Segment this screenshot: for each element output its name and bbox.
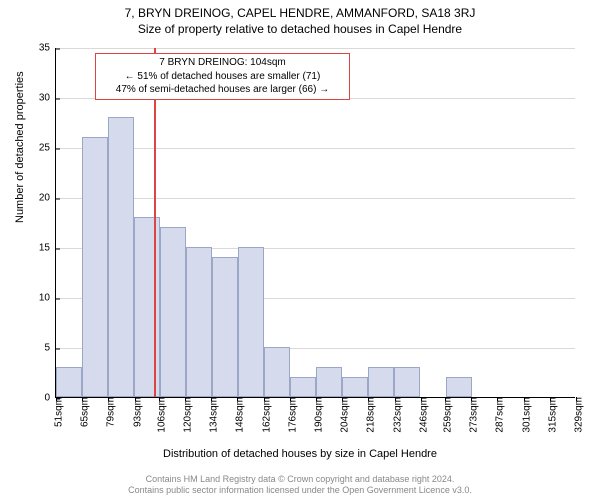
x-tick-label: 148sqm (229, 397, 246, 433)
x-tick-label: 51sqm (48, 397, 65, 427)
x-tick-label: 287sqm (489, 397, 506, 433)
x-tick-label: 273sqm (463, 397, 480, 433)
chart-title-sub: Size of property relative to detached ho… (0, 20, 600, 42)
attribution-line1: Contains HM Land Registry data © Crown c… (0, 474, 600, 485)
x-tick-label: 93sqm (126, 397, 143, 427)
x-tick-label: 106sqm (150, 397, 167, 433)
x-tick-label: 79sqm (100, 397, 117, 427)
histogram-bar (56, 367, 82, 397)
y-tick-label: 5 (44, 343, 56, 354)
y-axis-label: Number of detached properties (14, 71, 26, 223)
histogram-bar (108, 117, 134, 397)
annotation-line2: ← 51% of detached houses are smaller (71… (102, 70, 343, 84)
x-tick-label: 120sqm (177, 397, 194, 433)
x-tick-label: 218sqm (360, 397, 377, 433)
attribution: Contains HM Land Registry data © Crown c… (0, 474, 600, 497)
x-tick-label: 315sqm (541, 397, 558, 433)
histogram-bar (316, 367, 342, 397)
x-tick-label: 65sqm (74, 397, 91, 427)
plot-area: 0510152025303551sqm65sqm79sqm93sqm106sqm… (55, 48, 575, 398)
y-tick-label: 10 (39, 293, 56, 304)
histogram-bar (446, 377, 472, 397)
x-tick-label: 176sqm (281, 397, 298, 433)
chart-title-main: 7, BRYN DREINOG, CAPEL HENDRE, AMMANFORD… (0, 0, 600, 20)
histogram-bar (186, 247, 212, 397)
annotation-line1: 7 BRYN DREINOG: 104sqm (102, 56, 343, 70)
histogram-bar (212, 257, 238, 397)
histogram-bar (394, 367, 420, 397)
x-tick-label: 259sqm (437, 397, 454, 433)
chart-container: 0510152025303551sqm65sqm79sqm93sqm106sqm… (55, 48, 575, 398)
x-tick-label: 162sqm (255, 397, 272, 433)
histogram-bar (238, 247, 264, 397)
x-axis-label: Distribution of detached houses by size … (0, 448, 600, 460)
y-tick-label: 30 (39, 93, 56, 104)
histogram-bar (82, 137, 108, 397)
annotation-box: 7 BRYN DREINOG: 104sqm ← 51% of detached… (95, 53, 350, 100)
histogram-bar (160, 227, 186, 397)
reference-line (154, 48, 156, 397)
x-tick-label: 329sqm (568, 397, 585, 433)
histogram-bar (368, 367, 394, 397)
y-tick-label: 15 (39, 243, 56, 254)
histogram-bar (290, 377, 316, 397)
attribution-line2: Contains public sector information licen… (0, 485, 600, 496)
annotation-line3: 47% of semi-detached houses are larger (… (102, 83, 343, 97)
histogram-bar (342, 377, 368, 397)
y-tick-label: 35 (39, 43, 56, 54)
x-tick-label: 134sqm (203, 397, 220, 433)
x-tick-label: 190sqm (308, 397, 325, 433)
x-tick-label: 301sqm (515, 397, 532, 433)
x-tick-label: 232sqm (386, 397, 403, 433)
x-tick-label: 246sqm (412, 397, 429, 433)
y-tick-label: 20 (39, 193, 56, 204)
gridline (56, 48, 575, 49)
x-tick-label: 204sqm (334, 397, 351, 433)
histogram-bar (264, 347, 290, 397)
y-tick-label: 25 (39, 143, 56, 154)
